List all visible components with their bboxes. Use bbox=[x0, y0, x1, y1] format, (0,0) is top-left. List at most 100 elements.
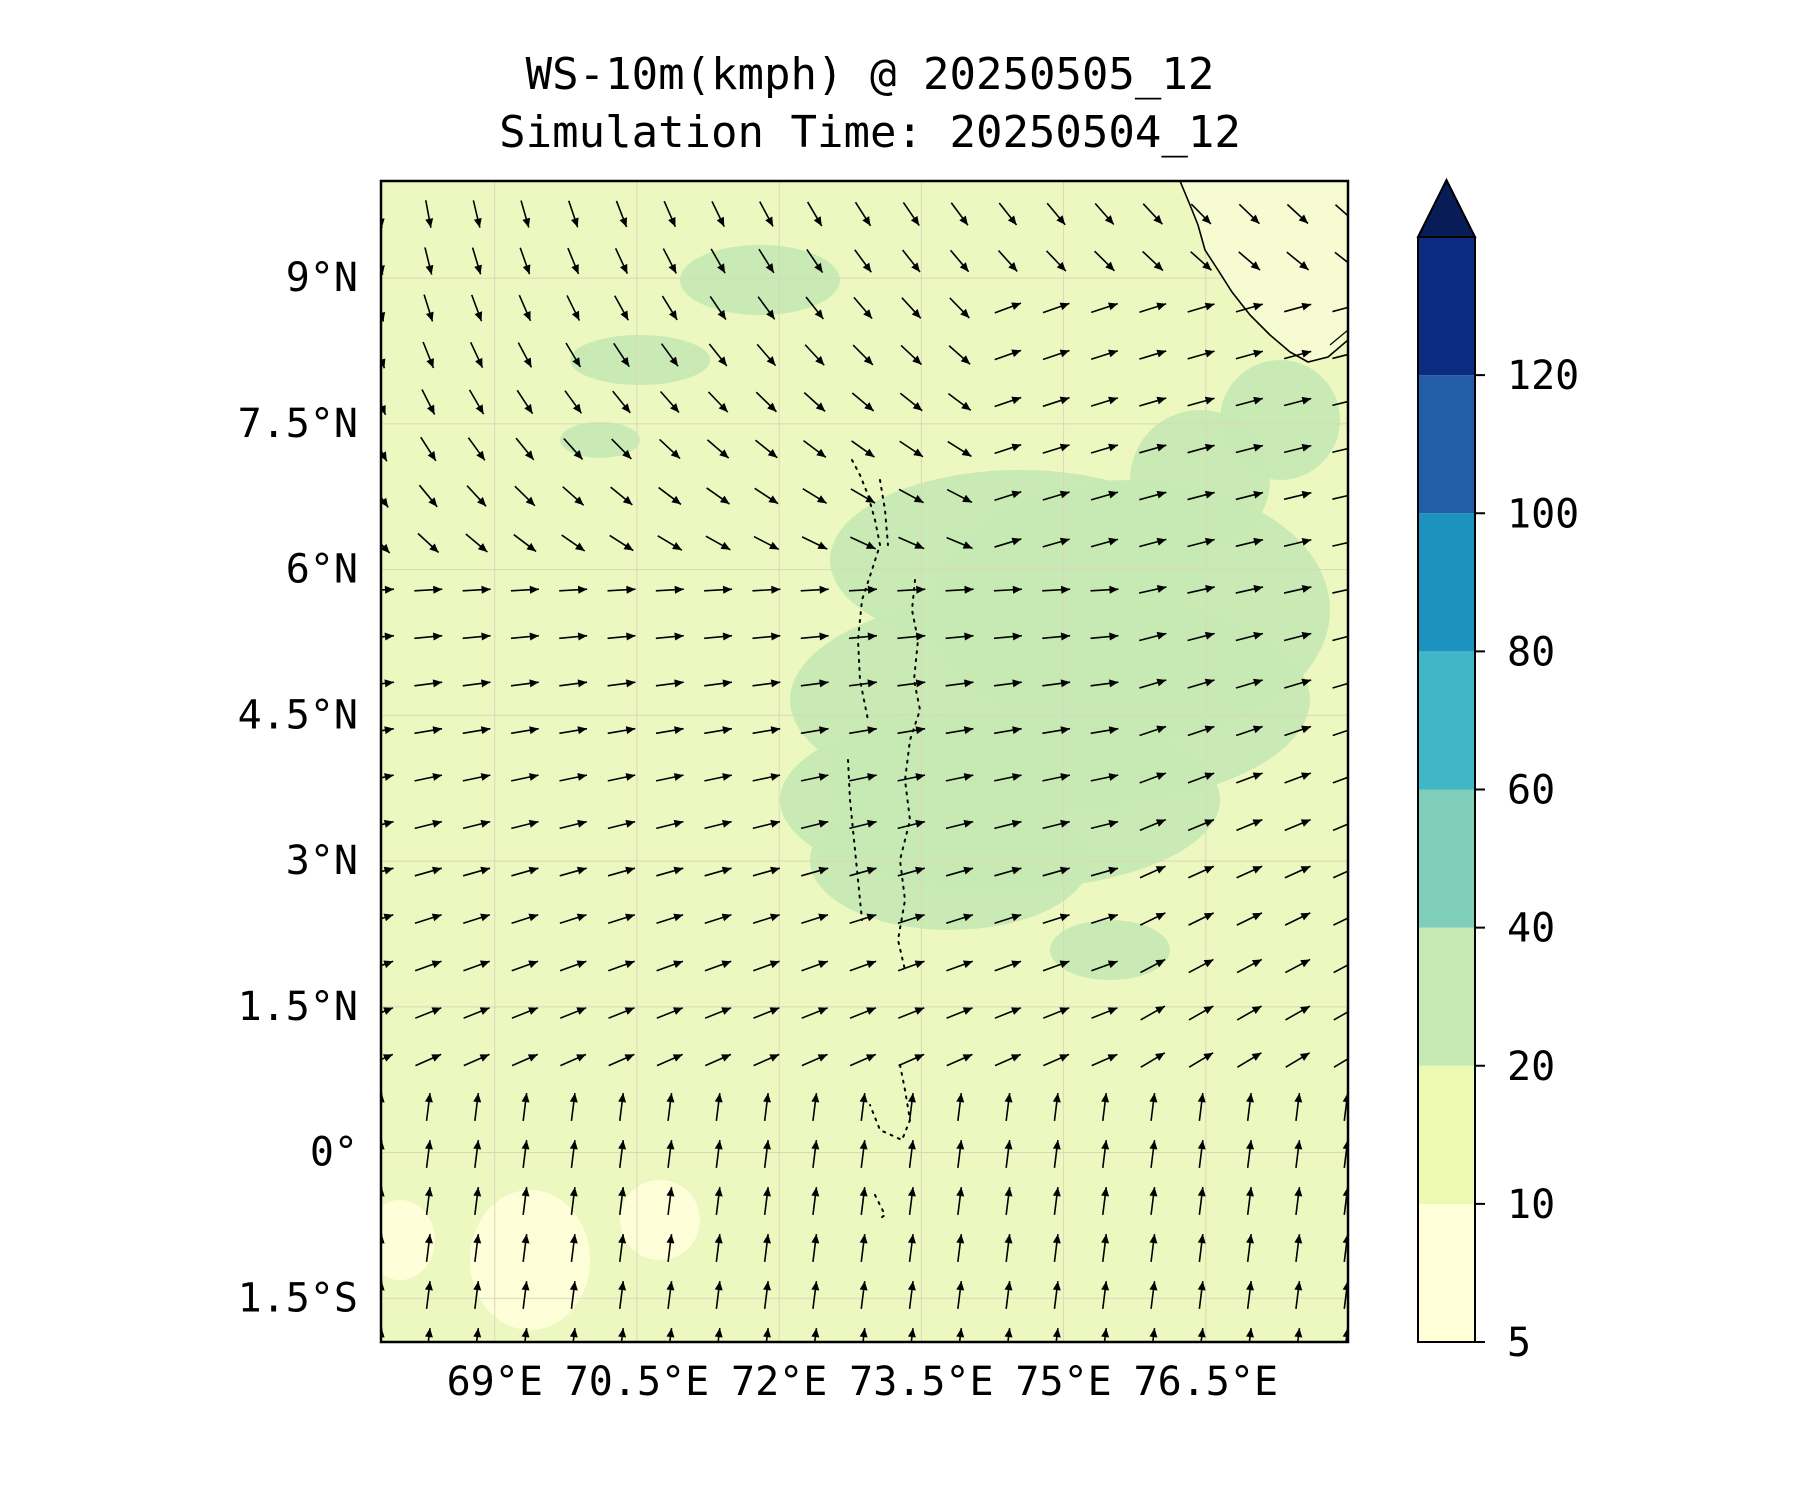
wind-vector bbox=[1139, 865, 1166, 879]
wind-vector-head bbox=[768, 541, 779, 550]
wind-vector-head bbox=[577, 773, 587, 781]
wind-vector-head bbox=[913, 494, 924, 503]
wind-vector bbox=[852, 344, 874, 366]
wind-vector-head bbox=[671, 495, 681, 505]
wind-vector bbox=[518, 294, 532, 322]
wind-vector bbox=[1052, 1328, 1061, 1342]
wind-vector-head bbox=[962, 1054, 973, 1062]
wind-vector-head bbox=[424, 1234, 433, 1244]
wind-vector-head bbox=[1059, 537, 1070, 546]
wind-vector bbox=[420, 436, 437, 462]
wind-vector bbox=[381, 866, 394, 875]
wind-vector bbox=[946, 913, 974, 925]
wind-vector-head bbox=[1300, 819, 1311, 827]
wind-vector bbox=[1235, 725, 1263, 737]
wind-vector-head bbox=[859, 1093, 868, 1103]
wind-vector-head bbox=[384, 585, 394, 594]
wind-vector bbox=[714, 1187, 723, 1215]
wind-vector-head bbox=[863, 355, 873, 365]
wind-vector bbox=[757, 296, 776, 320]
wind-vector bbox=[1332, 729, 1348, 737]
wind-vector bbox=[565, 342, 582, 368]
wind-vector-head bbox=[669, 356, 679, 367]
wind-vector-head bbox=[1204, 631, 1215, 640]
wind-vector bbox=[1332, 400, 1348, 407]
wind-vector-head bbox=[424, 1093, 433, 1103]
island-chain bbox=[847, 759, 863, 921]
wind-vector-head bbox=[571, 217, 579, 228]
wind-vector-head bbox=[962, 960, 973, 969]
wind-vector bbox=[945, 866, 974, 877]
wind-vector-head bbox=[480, 913, 490, 922]
wind-vectors bbox=[381, 200, 1359, 1342]
wind-vector-head bbox=[1108, 396, 1118, 405]
wind-vector bbox=[897, 866, 925, 877]
wind-vector bbox=[1190, 203, 1212, 225]
wind-vector bbox=[1149, 1281, 1158, 1309]
wind-vector bbox=[1101, 1234, 1110, 1262]
wind-vector-head bbox=[522, 217, 531, 228]
wind-vector-head bbox=[1004, 1093, 1013, 1103]
wind-vector bbox=[516, 389, 534, 415]
wind-vector bbox=[849, 679, 877, 688]
wind-vector bbox=[1332, 447, 1348, 454]
wind-vector bbox=[511, 960, 539, 972]
wind-vector bbox=[1283, 396, 1312, 407]
wind-vector-head bbox=[522, 264, 531, 275]
wind-vector-head bbox=[577, 726, 588, 735]
wind-vector bbox=[559, 632, 588, 641]
wind-vector-head bbox=[862, 216, 871, 226]
wind-vector bbox=[656, 960, 684, 972]
wind-vector bbox=[1091, 1053, 1118, 1067]
wind-vector-head bbox=[523, 357, 532, 368]
wind-vector bbox=[1042, 632, 1071, 641]
wind-vector-head bbox=[721, 819, 732, 828]
wind-vector-head bbox=[1294, 1140, 1303, 1150]
wind-vector bbox=[946, 536, 973, 550]
wind-vector-head bbox=[1251, 959, 1262, 968]
wind-vector-head bbox=[1155, 866, 1166, 874]
wind-vector-head bbox=[721, 1054, 731, 1062]
wind-vector-head bbox=[528, 913, 539, 922]
wind-vector bbox=[569, 1187, 578, 1215]
wind-vector bbox=[994, 396, 1022, 408]
contour-patch bbox=[1050, 920, 1170, 980]
wind-vector-head bbox=[911, 262, 920, 272]
wind-vector bbox=[1283, 490, 1312, 501]
wind-vector-head bbox=[433, 585, 443, 594]
wind-vector bbox=[993, 632, 1022, 641]
wind-vector bbox=[1042, 349, 1070, 361]
wind-vector bbox=[569, 1140, 578, 1168]
lon-tick-label: 72°E bbox=[731, 1359, 827, 1405]
wind-vector bbox=[607, 585, 636, 594]
wind-vector-head bbox=[819, 679, 829, 688]
wind-vector bbox=[618, 1187, 627, 1215]
wind-vector bbox=[564, 390, 583, 414]
wind-vector-head bbox=[383, 960, 394, 969]
wind-vector bbox=[1294, 1140, 1303, 1168]
wind-vector bbox=[956, 1093, 965, 1121]
lat-tick-label: 4.5°N bbox=[238, 692, 358, 738]
wind-vector bbox=[946, 1053, 973, 1067]
wind-vector-head bbox=[914, 1007, 925, 1015]
wind-vector bbox=[1139, 396, 1167, 407]
longitude-tick-labels: 69°E 70.5°E 72°E 73.5°E 75°E 76.5°E bbox=[447, 1359, 1278, 1405]
wind-vector bbox=[1090, 349, 1119, 361]
wind-vector bbox=[1235, 585, 1264, 594]
wind-vector bbox=[800, 819, 829, 830]
wind-vector-head bbox=[867, 679, 877, 688]
wind-vector bbox=[1052, 1093, 1061, 1121]
wind-vector bbox=[655, 679, 684, 688]
wind-vector-head bbox=[763, 1281, 771, 1291]
wind-vector bbox=[1236, 958, 1263, 974]
wind-vector bbox=[1236, 912, 1263, 926]
wind-vector-head bbox=[963, 726, 974, 735]
wind-vector bbox=[1187, 443, 1215, 454]
wind-vector-head bbox=[618, 1187, 627, 1197]
wind-vector-head bbox=[1349, 913, 1359, 921]
wind-vector-head bbox=[960, 308, 970, 319]
wind-vector bbox=[560, 1053, 587, 1067]
wind-vector-head bbox=[1203, 1006, 1214, 1015]
wind-vector-head bbox=[624, 960, 635, 969]
wind-vector bbox=[470, 294, 483, 322]
